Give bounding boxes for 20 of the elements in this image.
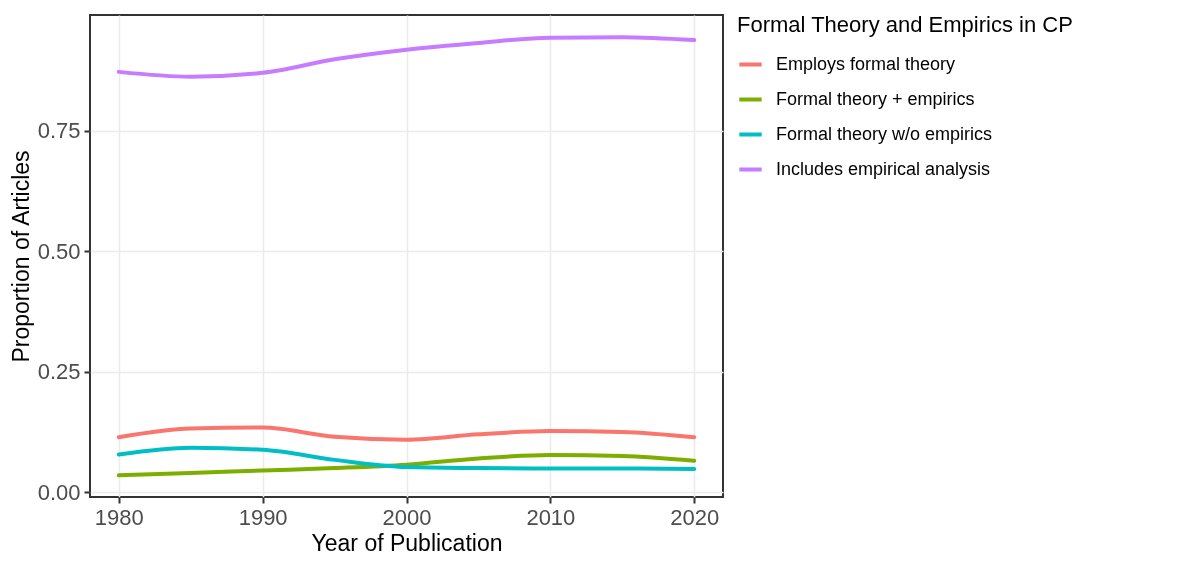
x-axis-title: Year of Publication	[311, 529, 503, 556]
line-series	[116, 35, 697, 79]
x-tick-label: 1980	[94, 504, 144, 530]
line-series	[116, 453, 697, 478]
x-tick-label: 2010	[526, 504, 576, 530]
x-tick-label: 2020	[670, 504, 720, 530]
legend-label: Includes empirical analysis	[776, 158, 991, 179]
legend-label: Formal theory w/o empirics	[776, 123, 993, 144]
x-tick-label: 1990	[238, 504, 288, 530]
y-tick-label: 0.25	[37, 359, 81, 385]
y-tick-label: 0.50	[37, 238, 81, 264]
y-tick-label: 0.75	[37, 118, 81, 144]
y-axis-title: Proportion of Articles	[7, 150, 34, 363]
y-tick-label: 0.00	[37, 479, 81, 505]
legend-title: Formal Theory and Empirics in CP	[737, 12, 1073, 37]
line-series	[116, 445, 697, 472]
line-series	[116, 425, 697, 442]
legend-label: Formal theory + empirics	[776, 88, 975, 109]
x-tick-label: 2000	[382, 504, 432, 530]
legend-label: Employs formal theory	[776, 53, 956, 74]
